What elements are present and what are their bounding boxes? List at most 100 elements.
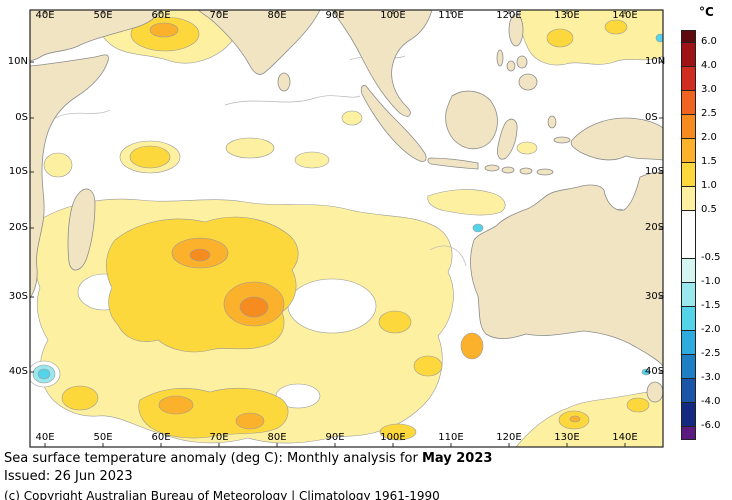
land-island [553, 136, 571, 144]
land-tasmania [646, 381, 663, 403]
latitude-label-right: 40S [645, 366, 665, 377]
colorbar-tick-label: -4.0 [701, 396, 721, 407]
colorbar-segment [682, 355, 695, 379]
anomaly-blob [189, 248, 211, 262]
latitude-label-left: 0S [15, 112, 28, 123]
colorbar-tick-label: 6.0 [701, 36, 717, 47]
longitude-label-top: 120E [496, 10, 522, 21]
anomaly-blob [149, 22, 179, 38]
anomaly-blob [516, 141, 538, 155]
caption-issued: Issued: 26 Jun 2023 [4, 469, 133, 484]
colorbar-unit-label: °C [699, 5, 714, 19]
colorbar-segment [682, 115, 695, 139]
longitude-label-bottom: 110E [438, 432, 464, 443]
latitude-label-left: 20S [8, 222, 28, 233]
anomaly-blob [519, 10, 663, 66]
colorbar-tick-label: 0.5 [701, 204, 717, 215]
anomaly-blob [61, 385, 99, 411]
longitude-label-top: 70E [209, 10, 229, 21]
anomaly-blob [158, 395, 194, 415]
longitude-label-top: 80E [267, 10, 287, 21]
latitude-label-left: 40S [8, 366, 28, 377]
colorbar-tick-label: 3.0 [701, 84, 717, 95]
anomaly-blob [604, 19, 628, 35]
longitude-label-bottom: 80E [267, 432, 287, 443]
anomaly-warm-layer [30, 10, 663, 447]
colorbar-tick-label: -2.5 [701, 348, 721, 359]
latitude-label-right: 10S [645, 166, 665, 177]
land-arabia [30, 10, 161, 62]
anomaly-blob [546, 28, 574, 48]
longitude-label-top: 90E [325, 10, 345, 21]
longitude-label-top: 50E [93, 10, 113, 21]
caption-copyright: (c) Copyright Australian Bureau of Meteo… [4, 489, 440, 500]
colorbar-tick-label: 2.0 [701, 132, 717, 143]
longitude-label-top: 140E [612, 10, 638, 21]
axis-ticks [30, 10, 663, 447]
anomaly-cool-blob [472, 223, 484, 233]
longitude-label-bottom: 70E [209, 432, 229, 443]
land-philippines [518, 73, 538, 91]
anomaly-blob [225, 137, 275, 159]
latitude-label-left: 10S [8, 166, 28, 177]
land-philippines [508, 13, 524, 47]
longitude-label-top: 110E [438, 10, 464, 21]
latitude-label-right: 0S [645, 112, 658, 123]
colorbar-segment [682, 67, 695, 91]
land-island [547, 115, 557, 129]
land-madagascar [67, 188, 96, 271]
anomaly-blob [569, 415, 581, 423]
map-frame [29, 9, 664, 448]
land-borneo [445, 90, 498, 150]
land-philippines [496, 49, 504, 67]
colorbar-tick-label: 1.5 [701, 156, 717, 167]
land-philippines [506, 60, 516, 72]
colorbar-segment [682, 91, 695, 115]
land-java [427, 157, 479, 170]
colorbar-tick-label: -0.5 [701, 252, 721, 263]
land-island [519, 167, 533, 175]
colorbar-tick-label: -2.0 [701, 324, 721, 335]
colorbar-segment [682, 211, 695, 259]
colorbar-segment [682, 283, 695, 307]
caption-title: Sea surface temperature anomaly (deg C):… [4, 451, 492, 466]
colorbar-segment [682, 187, 695, 211]
latitude-label-left: 30S [8, 291, 28, 302]
anomaly-blob [413, 355, 443, 377]
longitude-label-top: 40E [35, 10, 55, 21]
colorbar-segment [682, 31, 695, 43]
anomaly-blob [235, 412, 265, 430]
land-layer [30, 10, 663, 403]
longitude-label-bottom: 120E [496, 432, 522, 443]
colorbar-tick-label: 2.5 [701, 108, 717, 119]
anomaly-blob [43, 152, 73, 178]
colorbar-segment [682, 307, 695, 331]
captions: Sea surface temperature anomaly (deg C):… [4, 451, 492, 500]
land-sumatra [360, 85, 427, 162]
anomaly-blob [294, 151, 330, 169]
longitude-label-bottom: 60E [151, 432, 171, 443]
anomaly-blob [460, 332, 484, 360]
latitude-label-right: 10N [645, 56, 666, 67]
colorbar-tick-label: -1.0 [701, 276, 721, 287]
longitude-label-bottom: 90E [325, 432, 345, 443]
anomaly-blob [378, 310, 412, 334]
colorbar-tick-label: 4.0 [701, 60, 717, 71]
colorbar-tick-label: 1.0 [701, 180, 717, 191]
longitude-label-bottom: 130E [554, 432, 580, 443]
anomaly-blob [626, 397, 650, 413]
longitude-label-top: 60E [151, 10, 171, 21]
land-india [197, 10, 321, 75]
longitude-label-bottom: 50E [93, 432, 113, 443]
longitude-label-top: 100E [380, 10, 406, 21]
colorbar-segment [682, 427, 695, 439]
colorbar-segment [682, 379, 695, 403]
anomaly-cool-blob [641, 368, 651, 376]
longitude-label-bottom: 140E [612, 432, 638, 443]
anomaly-blob [129, 145, 171, 169]
land-sulawesi [497, 118, 518, 160]
colorbar-segment [682, 331, 695, 355]
colorbar-tick-label: -1.5 [701, 300, 721, 311]
